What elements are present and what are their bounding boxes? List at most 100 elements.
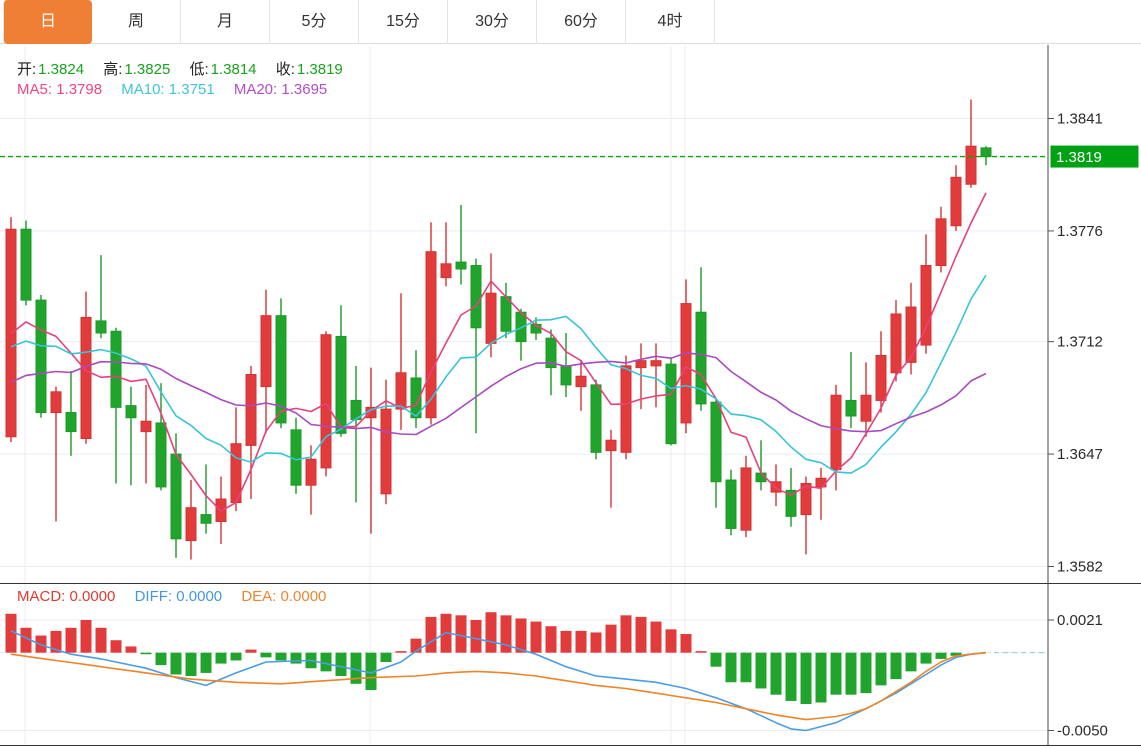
price-tick-label: 1.3841 xyxy=(1057,111,1103,128)
macd-bar-negative xyxy=(920,652,932,664)
candle-down xyxy=(125,405,137,419)
macd-bar-positive xyxy=(395,651,407,653)
candle-down xyxy=(65,412,77,433)
ma10-line xyxy=(10,274,987,474)
macd-bar-positive xyxy=(635,616,647,653)
macd-bar-positive xyxy=(575,630,587,653)
price-tick-label: 1.3776 xyxy=(1057,223,1103,240)
price-axis: 1.3841 1.3776 1.3712 1.3647 1.3582 0.0021 -0.0… xyxy=(1048,111,1108,740)
macd-bar-positive xyxy=(110,640,122,653)
candle-up xyxy=(575,375,587,388)
macd-bar-positive xyxy=(650,621,662,653)
chart-canvas[interactable]: 1.3841 1.3776 1.3712 1.3647 1.3582 0.0021 -0.0… xyxy=(0,45,1141,750)
ma5-line xyxy=(10,192,987,512)
candle-down xyxy=(695,311,707,405)
candle-up xyxy=(875,354,887,401)
macd-bar-positive xyxy=(680,634,692,653)
macd-tick-label: 0.0021 xyxy=(1057,612,1103,629)
candle-up xyxy=(635,360,647,369)
tab-5min[interactable]: 5分 xyxy=(270,0,359,44)
tab-60min[interactable]: 60分 xyxy=(537,0,626,44)
price-tick-label: 1.3647 xyxy=(1057,446,1103,463)
macd-bar-positive xyxy=(410,638,422,653)
macd-bar-negative xyxy=(815,652,827,703)
candle-up xyxy=(920,265,932,346)
candle-up xyxy=(260,315,272,388)
macd-bar-positive xyxy=(665,629,677,653)
candle-up xyxy=(140,420,152,433)
macd-bar-negative xyxy=(170,652,182,675)
macd-bar-negative xyxy=(200,652,212,673)
candle-up xyxy=(770,481,782,493)
macd-bar-positive xyxy=(80,620,92,653)
tab-week[interactable]: 周 xyxy=(92,0,181,44)
candle-up xyxy=(50,391,62,414)
candle-down xyxy=(785,489,797,517)
candle-up xyxy=(395,372,407,410)
candle-up xyxy=(860,394,872,422)
ohlc-legend: 开: 1.3824 高: 1.3825 低: 1.3814 收: 1.3819 xyxy=(17,58,358,79)
macd-bar-negative xyxy=(215,652,227,664)
candle-up xyxy=(800,482,812,516)
macd-bar-positive xyxy=(95,627,107,653)
period-tab-bar: 日 周 月 5分 15分 30分 60分 4时 xyxy=(0,0,1141,44)
macd-bar-negative xyxy=(155,652,167,666)
macd-bar-negative xyxy=(755,652,767,689)
close-readout: 收: 1.3819 xyxy=(275,61,343,78)
candle-down xyxy=(410,377,422,419)
macd-bar-positive xyxy=(485,612,497,653)
candle-down xyxy=(710,401,722,483)
macd-bar-positive xyxy=(20,627,32,653)
macd-bar-positive xyxy=(530,621,542,653)
candle-up xyxy=(905,306,917,363)
candle-down xyxy=(845,399,857,417)
candle-up xyxy=(650,360,662,367)
macd-legend: MACD: 0.0000 DIFF: 0.0000 DEA: 0.0000 xyxy=(17,588,341,605)
macd-bar-negative xyxy=(770,652,782,695)
candle-down xyxy=(455,261,467,270)
tab-month[interactable]: 月 xyxy=(181,0,270,44)
macd-bar-negative xyxy=(890,652,902,680)
macd-bar-negative xyxy=(185,652,197,677)
candle-up xyxy=(185,507,197,542)
macd-tick-label: -0.0050 xyxy=(1057,723,1108,740)
macd-bar-negative xyxy=(335,652,347,677)
candle-up xyxy=(890,313,902,374)
macd-bar-negative xyxy=(320,652,332,672)
macd-bar-negative xyxy=(950,652,962,656)
macd-bar-negative xyxy=(260,652,272,658)
macd-bar-negative xyxy=(350,652,362,684)
candle-down xyxy=(20,228,32,301)
candle-up xyxy=(935,218,947,267)
macd-bar-positive xyxy=(245,649,257,653)
macd-bar-positive xyxy=(695,651,707,653)
dea-line xyxy=(10,651,987,721)
candle-down xyxy=(470,265,482,329)
candle-down xyxy=(560,365,572,386)
macd-bar-negative xyxy=(230,652,242,661)
macd-bar-negative xyxy=(380,652,392,663)
candle-down xyxy=(170,453,182,540)
ma-legend: MA5: 1.3798 MA10: 1.3751 MA20: 1.3695 xyxy=(17,81,342,98)
candle-down xyxy=(35,299,47,414)
candle-up xyxy=(320,334,332,469)
open-readout: 开: 1.3824 xyxy=(17,61,85,78)
macd-histogram xyxy=(5,612,962,705)
tab-4hour[interactable]: 4时 xyxy=(626,0,715,44)
candle-down xyxy=(725,479,737,529)
macd-bar-negative xyxy=(365,652,377,691)
tab-15min[interactable]: 15分 xyxy=(359,0,448,44)
candle-down xyxy=(590,384,602,453)
price-tick-label: 1.3712 xyxy=(1057,334,1103,351)
tab-day[interactable]: 日 xyxy=(3,0,92,44)
ma10-readout: MA10: 1.3751 xyxy=(121,81,215,98)
candle-down xyxy=(95,320,107,334)
macd-bar-positive xyxy=(590,632,602,653)
candle-up xyxy=(80,316,92,439)
macd-bar-positive xyxy=(545,626,557,653)
candle-up xyxy=(815,477,827,488)
ma20-line xyxy=(10,352,987,436)
macd-bar-positive xyxy=(605,624,617,653)
tab-30min[interactable]: 30分 xyxy=(448,0,537,44)
low-readout: 低: 1.3814 xyxy=(189,61,257,78)
